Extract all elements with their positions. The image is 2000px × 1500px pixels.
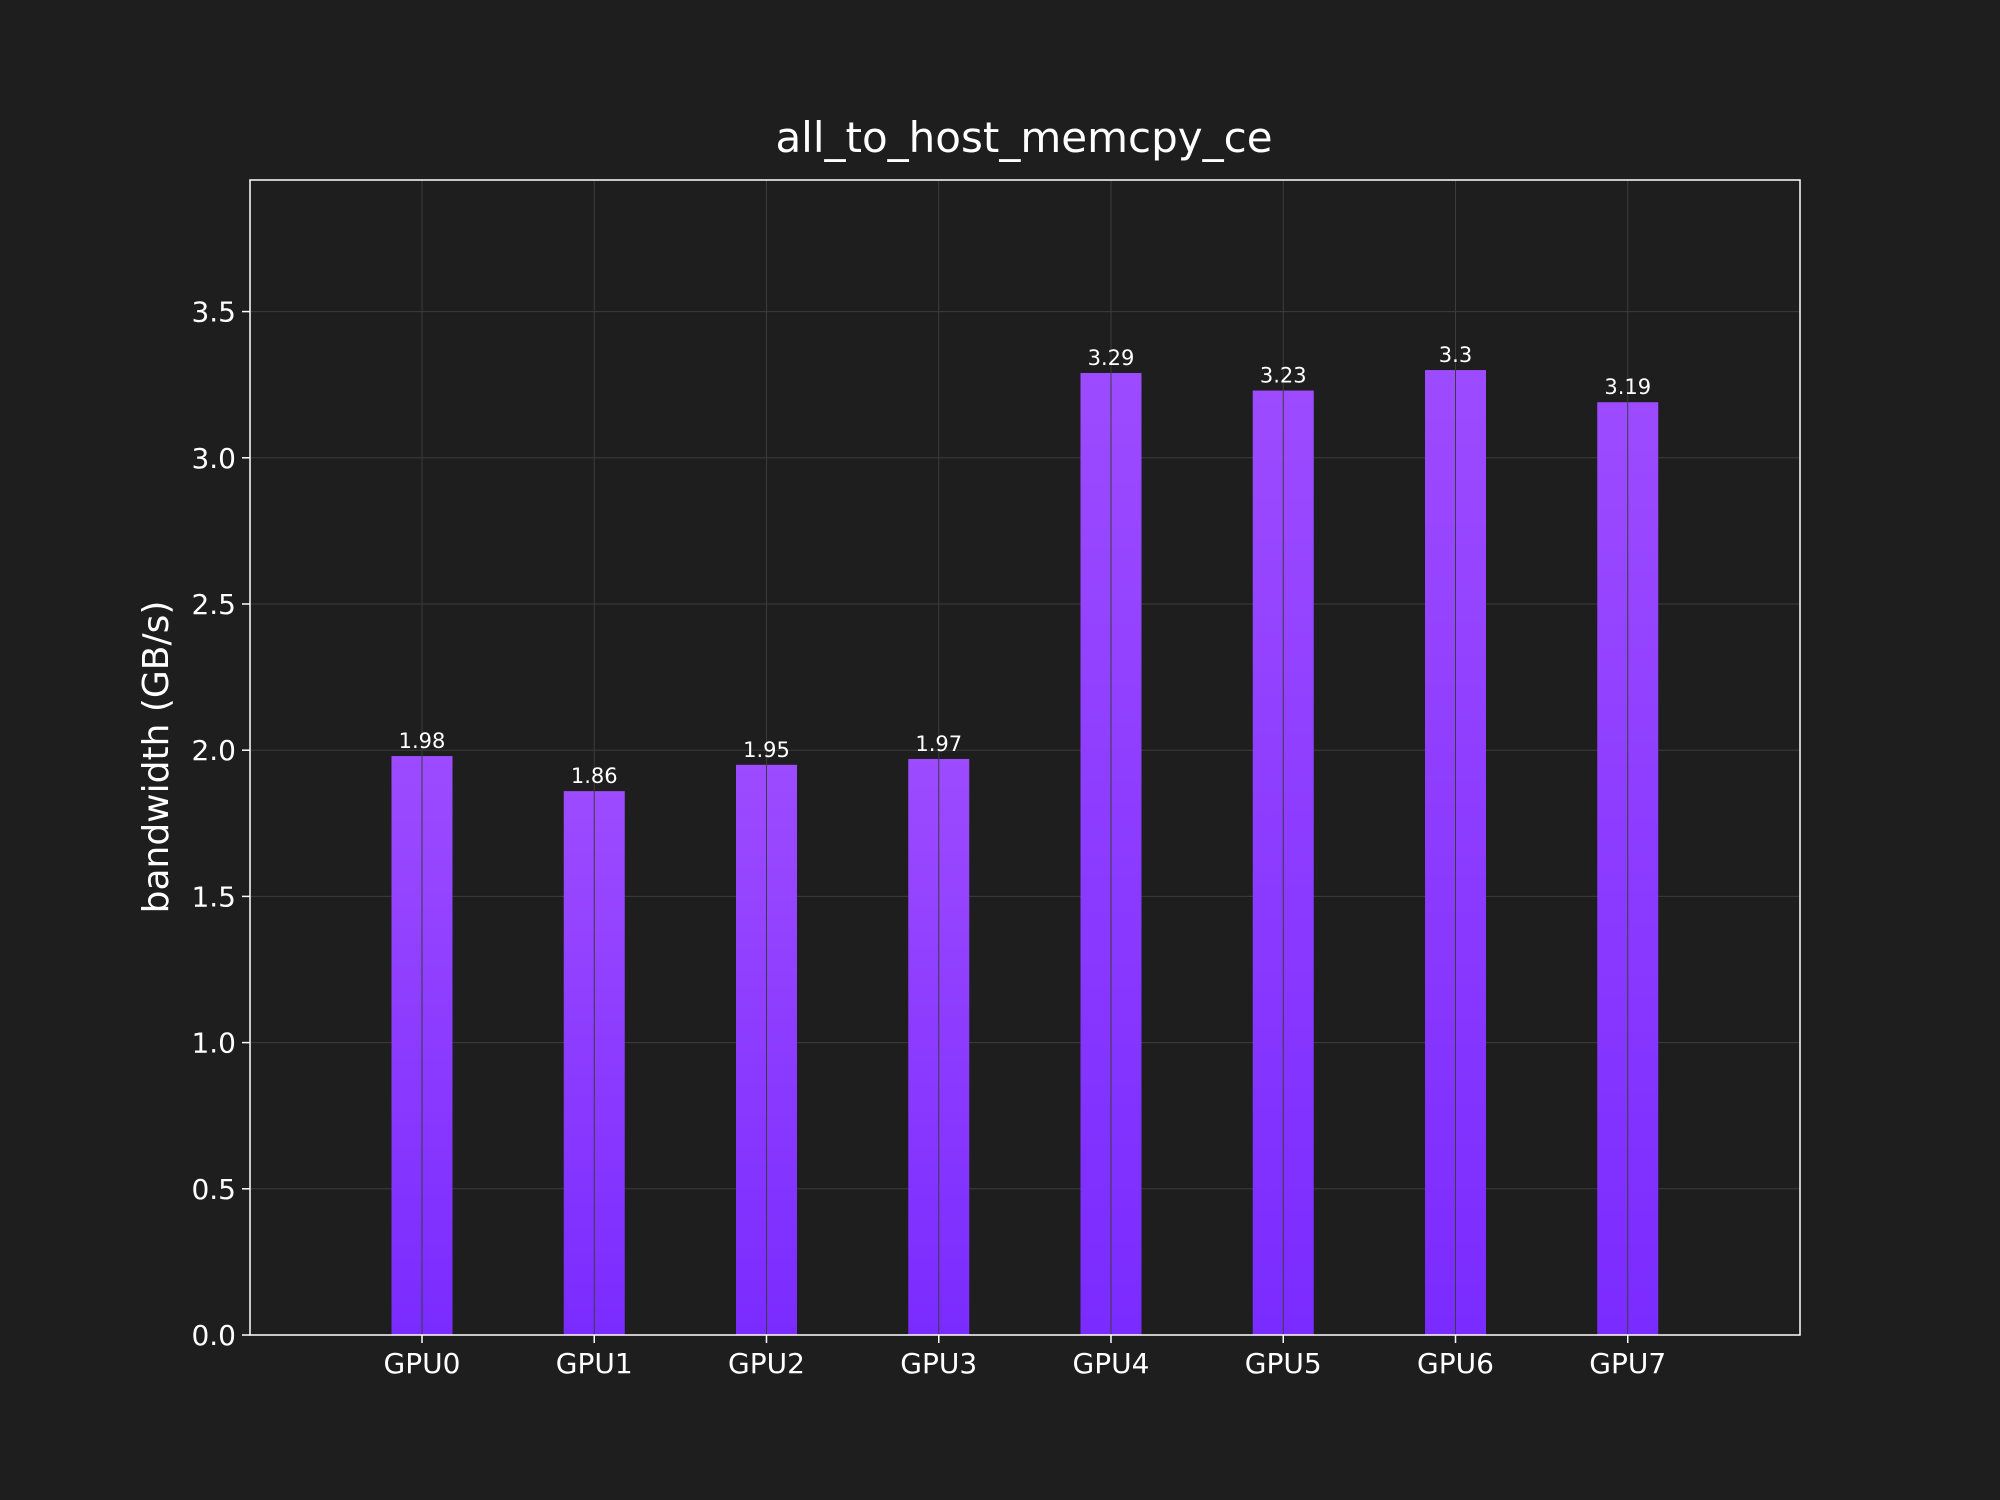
vertical-grid-layer [421,180,1629,1335]
x-tick-label: GPU0 [384,1347,461,1380]
y-tick-label: 0.0 [191,1319,236,1352]
x-ticks-layer: GPU0 GPU1 GPU2 GPU3 GPU4 GPU5 GPU6 GPU7 [384,1335,1666,1380]
x-tick-label: GPU4 [1073,1347,1150,1380]
y-tick-label: 0.5 [191,1173,236,1206]
data-label-gpu4: 3.29 [1088,346,1135,370]
y-ticks-layer: 0.0 0.5 1.0 1.5 2.0 2.5 3.0 3.5 [191,296,250,1352]
data-label-gpu6: 3.3 [1439,343,1472,367]
x-tick-label: GPU6 [1417,1347,1494,1380]
y-axis-label: bandwidth (GB/s) [136,601,177,914]
bars-layer [391,370,1659,1336]
data-label-gpu0: 1.98 [399,729,446,753]
plot-frame [249,179,1801,1336]
y-tick-label: 3.0 [191,442,236,475]
data-label-gpu5: 3.23 [1260,364,1307,388]
data-labels-layer: 1.98 1.86 1.95 1.97 3.29 3.23 3.3 3.19 [399,343,1652,788]
x-tick-label: GPU5 [1245,1347,1322,1380]
y-tick-label: 2.0 [191,734,236,767]
x-tick-label: GPU7 [1589,1347,1666,1380]
data-label-gpu3: 1.97 [915,732,962,756]
data-label-gpu1: 1.86 [571,764,618,788]
y-tick-label: 1.0 [191,1027,236,1060]
y-tick-label: 1.5 [191,880,236,913]
data-label-gpu2: 1.95 [743,738,790,762]
y-tick-label: 2.5 [191,588,236,621]
x-tick-label: GPU1 [556,1347,633,1380]
x-tick-label: GPU3 [900,1347,977,1380]
x-tick-label: GPU2 [728,1347,805,1380]
y-tick-label: 3.5 [191,296,236,329]
chart-title: all_to_host_memcpy_ce [775,113,1272,162]
grid-layer [250,311,1800,1336]
data-label-gpu7: 3.19 [1604,375,1651,399]
